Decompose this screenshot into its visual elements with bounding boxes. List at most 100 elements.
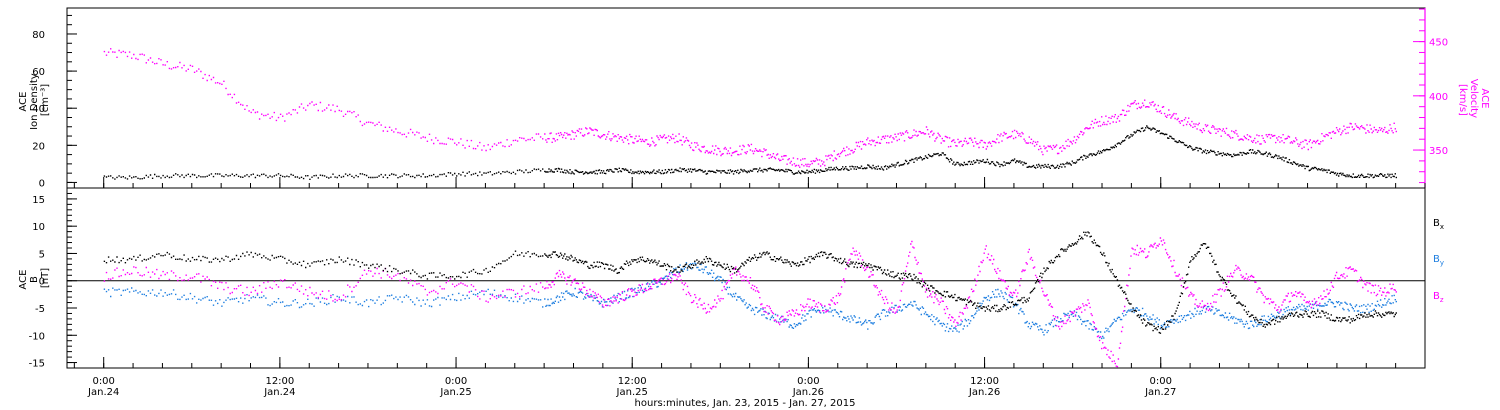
- bx-series-point: [808, 251, 824, 264]
- bz-series-point: [1366, 282, 1382, 297]
- velocity-axis-label-line2: Velocity: [1468, 79, 1479, 118]
- velocity-series-point: [1322, 127, 1338, 142]
- density-series-point: [573, 169, 589, 175]
- density-tick-label: 20: [32, 141, 45, 152]
- field-axis-label-line2: B: [29, 276, 40, 283]
- bz-series-point: [1131, 244, 1147, 259]
- bz-series-point: [573, 278, 589, 296]
- bz-series-point: [617, 288, 633, 304]
- bz-series-point: [456, 282, 485, 300]
- density-series-point: [1278, 155, 1294, 165]
- velocity-series-point: [911, 129, 927, 139]
- by-series-point: [808, 305, 824, 318]
- velocity-series-point: [1248, 134, 1264, 145]
- density-series-point: [646, 169, 662, 175]
- bx-series-point: [1160, 312, 1176, 330]
- by-series-point: [1013, 302, 1029, 328]
- density-series-point: [1366, 173, 1382, 179]
- bx-series-point: [1190, 243, 1206, 262]
- bz-series-point: [940, 297, 956, 323]
- bz-series-point: [999, 270, 1015, 296]
- by-series-point: [1160, 319, 1176, 328]
- density-axis-label-line2: Ion Density: [29, 73, 40, 130]
- bx-series-point: [646, 258, 662, 267]
- by-series-point: [661, 267, 677, 280]
- bx-series-point: [485, 253, 515, 273]
- density-series-point: [632, 170, 648, 175]
- bz-series-point: [103, 267, 133, 282]
- bz-series-point: [1116, 255, 1132, 368]
- velocity-series-point: [690, 142, 706, 154]
- bz-series-point: [397, 272, 426, 291]
- by-series-point: [896, 301, 912, 313]
- velocity-series-point: [646, 134, 662, 147]
- velocity-series: [103, 48, 1397, 168]
- by-series-point: [881, 304, 897, 317]
- density-series-point: [1146, 125, 1162, 135]
- density-series-point: [867, 164, 883, 170]
- bz-series-point: [250, 280, 280, 295]
- velocity-series-point: [1234, 129, 1250, 141]
- density-series-point: [309, 173, 338, 180]
- by-series-point: [925, 313, 941, 326]
- bx-series-point: [1336, 316, 1352, 324]
- by-series-point: [984, 288, 1000, 302]
- velocity-series-point: [1160, 106, 1176, 120]
- time-tick-label: 12:00: [265, 376, 294, 387]
- bx-series-point: [162, 251, 192, 262]
- by-series-point: [705, 266, 721, 282]
- by-series-point: [133, 289, 162, 297]
- by-series-point: [749, 304, 765, 316]
- time-tick-label: 0:00: [1150, 376, 1172, 387]
- bz-series-point: [1072, 303, 1088, 317]
- bz-series-point: [1395, 291, 1397, 293]
- density-series-point: [368, 173, 397, 179]
- velocity-series-point: [720, 146, 736, 157]
- density-series-point: [133, 173, 162, 180]
- velocity-series-point: [602, 131, 618, 142]
- velocity-series-point: [779, 155, 795, 166]
- bz-series-point: [1102, 342, 1117, 367]
- velocity-series-point: [338, 109, 368, 127]
- bx-series-point: [1292, 310, 1308, 318]
- by-series-point: [309, 294, 338, 307]
- by-series-point: [1072, 310, 1088, 327]
- time-tick-label: 0:00: [92, 376, 114, 387]
- velocity-series-point: [676, 133, 692, 149]
- bx-series-point: [779, 256, 795, 267]
- bx-series-point: [1087, 231, 1103, 255]
- by-series-point: [632, 283, 648, 298]
- bx-series-point: [793, 257, 809, 267]
- velocity-series-point: [735, 144, 750, 156]
- date-tick-label: Jan.25: [616, 387, 648, 398]
- velocity-axis-label-line3: [km/s]: [1457, 84, 1468, 116]
- bz-series-point: [1381, 283, 1396, 297]
- bz-series: [103, 237, 1397, 368]
- by-series-point: [1395, 300, 1397, 303]
- velocity-series-point: [1292, 137, 1308, 150]
- density-series-point: [1381, 173, 1396, 179]
- velocity-series-point: [764, 149, 780, 160]
- by-series-point: [1278, 306, 1294, 319]
- velocity-series-point: [1204, 124, 1220, 134]
- bz-series-point: [823, 295, 839, 313]
- density-series-point: [661, 168, 677, 175]
- bz-series-point: [881, 296, 897, 314]
- bz-series-point: [338, 269, 368, 301]
- bx-series-point: [1322, 310, 1338, 322]
- by-series-point: [720, 276, 736, 298]
- bx-series-point: [1248, 314, 1264, 327]
- by-series-point: [1381, 294, 1396, 308]
- velocity-series-point: [1043, 144, 1059, 155]
- velocity-series-point: [1219, 127, 1235, 139]
- velocity-series-point: [1013, 129, 1029, 144]
- bx-series-point: [338, 256, 368, 268]
- bz-series-point: [558, 269, 574, 286]
- by-series-point: [368, 294, 397, 308]
- by-series-point: [1366, 299, 1382, 313]
- density-series-point: [1058, 160, 1073, 169]
- velocity-series-point: [162, 61, 192, 72]
- bz-series-point: [544, 272, 560, 290]
- ion-density-velocity-panel: 0 20 40 60 80 350 400 450: [32, 7, 1448, 189]
- bx-series-point: [1072, 231, 1088, 246]
